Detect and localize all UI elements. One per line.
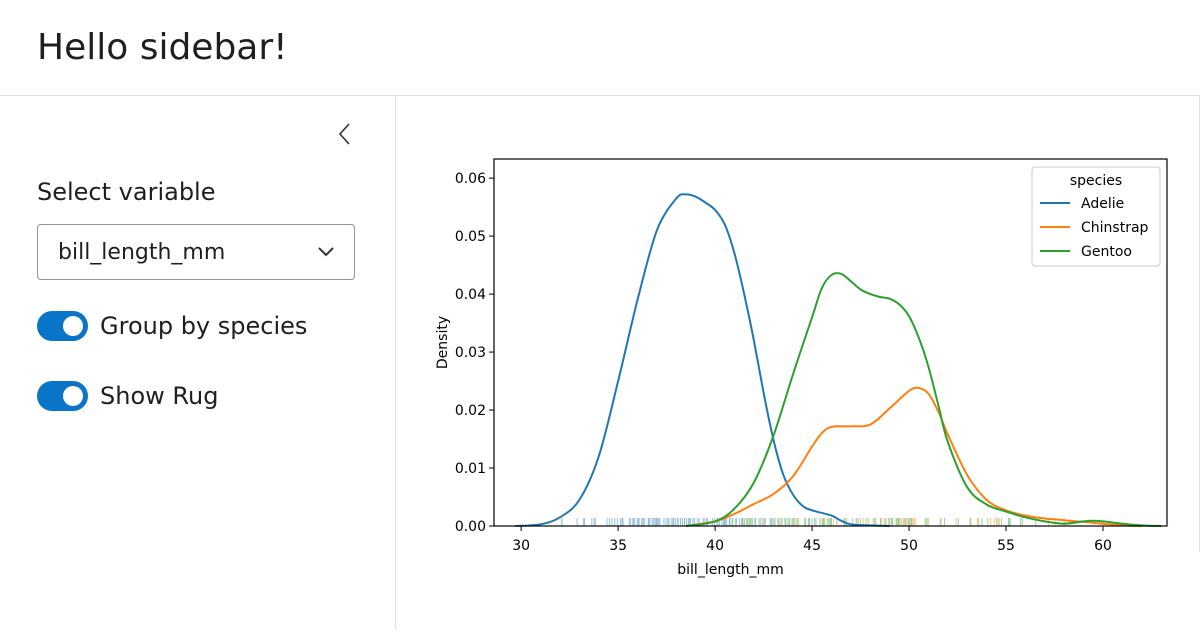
x-tick-label: 35 <box>609 538 627 554</box>
x-tick-label: 60 <box>1094 538 1112 554</box>
legend-label-chinstrap: Chinstrap <box>1081 220 1149 236</box>
chevron-left-icon <box>338 123 350 145</box>
select-variable-label: Select variable <box>37 178 216 206</box>
rug-group <box>561 518 1065 526</box>
x-tick-label: 30 <box>512 538 530 554</box>
series-line-gentoo <box>685 272 1162 527</box>
x-tick-label: 40 <box>706 538 724 554</box>
chevron-down-icon <box>318 247 334 257</box>
variable-select[interactable]: bill_length_mm <box>37 224 355 280</box>
legend-label-gentoo: Gentoo <box>1081 244 1132 260</box>
series-line-adelie <box>515 193 890 527</box>
y-tick-label: 0.05 <box>455 229 486 245</box>
toggle-knob <box>63 316 83 336</box>
x-axis-label: bill_length_mm <box>677 562 783 578</box>
x-tick-label: 50 <box>900 538 918 554</box>
page-title: Hello sidebar! <box>37 27 288 68</box>
toggle-track[interactable] <box>37 311 88 341</box>
variable-select-value: bill_length_mm <box>58 239 226 265</box>
y-tick-label: 0.04 <box>455 287 486 303</box>
legend-label-adelie: Adelie <box>1081 196 1124 212</box>
group-by-species-label: Group by species <box>100 312 308 340</box>
header: Hello sidebar! <box>0 0 1200 96</box>
toggle-track[interactable] <box>37 381 88 411</box>
x-tick-label: 55 <box>997 538 1015 554</box>
y-tick-label: 0.00 <box>455 519 486 535</box>
sidebar: Select variable bill_length_mm Group by … <box>0 96 396 630</box>
show-rug-switch[interactable]: Show Rug <box>37 379 218 413</box>
toggle-knob <box>63 386 83 406</box>
y-tick-label: 0.01 <box>455 461 486 477</box>
series-line-chinstrap <box>685 386 1142 527</box>
collapse-sidebar-button[interactable] <box>331 118 359 150</box>
density-plot: 30 35 40 45 50 55 60 0.00 0.01 0.02 0.03 0.04 0.05 0.… <box>435 158 1168 578</box>
legend-box <box>1031 166 1161 267</box>
y-tick-label: 0.03 <box>455 345 486 361</box>
show-rug-label: Show Rug <box>100 382 219 410</box>
plot-frame <box>493 158 1168 527</box>
y-axis-label: Density <box>435 316 451 369</box>
y-tick-label: 0.06 <box>455 171 486 187</box>
y-tick-label: 0.02 <box>455 403 486 419</box>
legend-title: species <box>1070 173 1122 189</box>
x-tick-label: 45 <box>803 538 821 554</box>
main-panel: 30 35 40 45 50 55 60 0.00 0.01 0.02 0.03 0.04 0.05 0.… <box>397 96 1200 630</box>
group-by-species-switch[interactable]: Group by species <box>37 309 307 343</box>
